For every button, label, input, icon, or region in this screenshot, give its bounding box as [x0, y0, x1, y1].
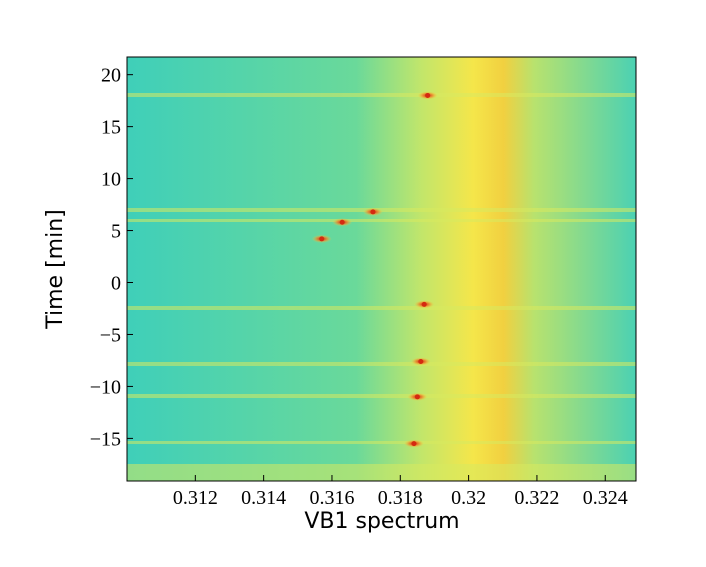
y-tick-label: −10 — [90, 376, 121, 398]
y-tick-label: 0 — [111, 273, 121, 295]
x-tick-label: 0.316 — [309, 487, 354, 509]
peak-core — [425, 92, 431, 98]
peak-core — [414, 394, 420, 400]
x-axis-label: VB1 spectrum — [304, 509, 459, 534]
y-axis-label: Time [min] — [43, 209, 68, 330]
spectrogram — [127, 57, 636, 481]
y-tick-label: 15 — [101, 117, 121, 139]
peak-core — [418, 358, 424, 364]
x-tick-label: 0.324 — [583, 487, 628, 509]
peak-core — [411, 441, 417, 447]
peak-core — [370, 209, 376, 215]
y-tick-label: 10 — [101, 169, 121, 191]
peak-core — [339, 219, 345, 225]
y-tick-label: 5 — [111, 221, 121, 243]
x-tick-label: 0.322 — [514, 487, 559, 509]
x-tick-label: 0.314 — [241, 487, 286, 509]
peak-core — [319, 236, 325, 242]
y-tick-label: −5 — [100, 324, 121, 346]
x-tick-label: 0.32 — [451, 487, 486, 509]
plot-frame — [126, 56, 637, 482]
x-tick-label: 0.312 — [173, 487, 218, 509]
y-tick-label: 20 — [101, 65, 121, 87]
peak-core — [421, 301, 427, 307]
y-tick-label: −15 — [90, 428, 121, 450]
x-tick-label: 0.318 — [378, 487, 423, 509]
